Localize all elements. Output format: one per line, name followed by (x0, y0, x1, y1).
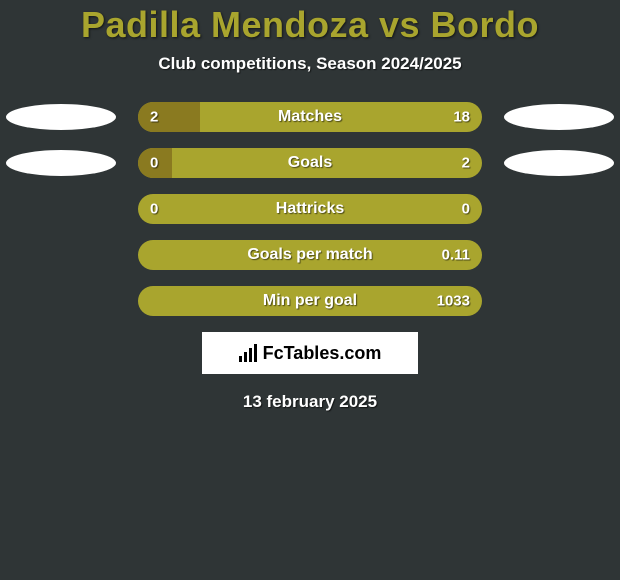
stat-value-right: 18 (453, 109, 470, 126)
stat-row: 0 0 Hattricks (0, 194, 620, 224)
stat-row: 1033 Min per goal (0, 286, 620, 316)
stat-label: Min per goal (263, 292, 357, 310)
stat-value-right: 0 (462, 201, 470, 218)
bar-track: 1033 Min per goal (138, 286, 482, 316)
stat-label: Hattricks (276, 200, 344, 218)
bar-track: 0 0 Hattricks (138, 194, 482, 224)
page: Padilla Mendoza vs Bordo Club competitio… (0, 0, 620, 580)
stat-value-left: 0 (150, 201, 158, 218)
bar-chart-icon (239, 344, 257, 362)
player-left-marker (6, 150, 116, 176)
bar-track: 0.11 Goals per match (138, 240, 482, 270)
page-title: Padilla Mendoza vs Bordo (0, 0, 620, 46)
stat-value-right: 1033 (437, 293, 470, 310)
bar-track: 0 2 Goals (138, 148, 482, 178)
page-subtitle: Club competitions, Season 2024/2025 (0, 54, 620, 74)
player-left-marker (6, 104, 116, 130)
stat-label: Goals (288, 154, 332, 172)
bar-track: 2 18 Matches (138, 102, 482, 132)
stat-row: 2 18 Matches (0, 102, 620, 132)
bar-fill (138, 102, 200, 132)
branding-text: FcTables.com (263, 343, 382, 364)
stat-row: 0 2 Goals (0, 148, 620, 178)
stat-value-right: 2 (462, 155, 470, 172)
stat-value-left: 2 (150, 109, 158, 126)
date-line: 13 february 2025 (0, 392, 620, 412)
branding-box: FcTables.com (202, 332, 418, 374)
stat-label: Goals per match (247, 246, 372, 264)
player-right-marker (504, 150, 614, 176)
stat-row: 0.11 Goals per match (0, 240, 620, 270)
player-right-marker (504, 104, 614, 130)
stat-label: Matches (278, 108, 342, 126)
stat-value-left: 0 (150, 155, 158, 172)
stat-value-right: 0.11 (442, 247, 470, 264)
comparison-chart: 2 18 Matches 0 2 Goals 0 0 Hattricks 0.11 Goals pe… (0, 102, 620, 316)
